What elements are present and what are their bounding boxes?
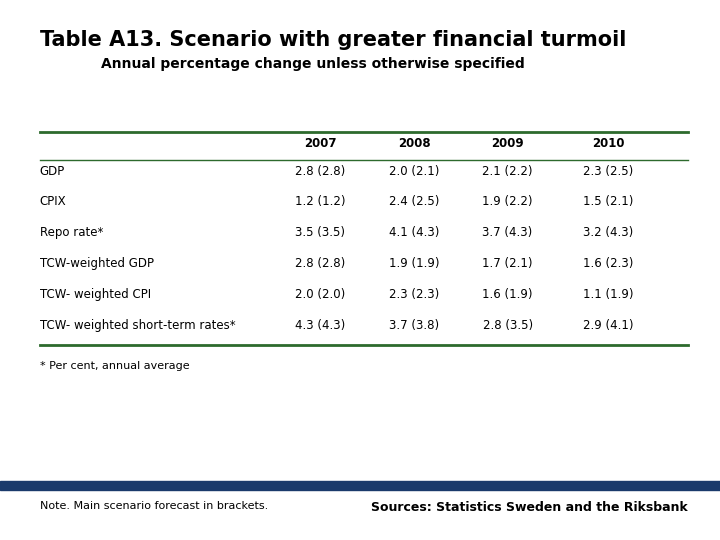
Text: 2.0 (2.1): 2.0 (2.1): [389, 165, 439, 178]
Text: Table A13. Scenario with greater financial turmoil: Table A13. Scenario with greater financi…: [40, 30, 626, 50]
Text: 2.0 (2.0): 2.0 (2.0): [295, 288, 346, 301]
Text: 2010: 2010: [592, 137, 625, 150]
Text: 2.8 (2.8): 2.8 (2.8): [295, 257, 346, 270]
Text: 2.3 (2.3): 2.3 (2.3): [389, 288, 439, 301]
Text: * Per cent, annual average: * Per cent, annual average: [40, 361, 189, 372]
Text: 4.3 (4.3): 4.3 (4.3): [295, 319, 346, 332]
Text: 1.2 (1.2): 1.2 (1.2): [295, 195, 346, 208]
Text: 2.9 (4.1): 2.9 (4.1): [583, 319, 634, 332]
Text: 2.8 (2.8): 2.8 (2.8): [295, 165, 346, 178]
Text: 2.4 (2.5): 2.4 (2.5): [389, 195, 439, 208]
Text: 1.1 (1.9): 1.1 (1.9): [583, 288, 634, 301]
Text: SVERIGES
RIKSBANK: SVERIGES RIKSBANK: [647, 70, 686, 83]
Text: 2.3 (2.5): 2.3 (2.5): [583, 165, 634, 178]
Text: Note. Main scenario forecast in brackets.: Note. Main scenario forecast in brackets…: [40, 501, 268, 511]
Text: 1.9 (1.9): 1.9 (1.9): [389, 257, 439, 270]
Text: 3.7 (3.8): 3.7 (3.8): [389, 319, 439, 332]
Text: 2009: 2009: [491, 137, 524, 150]
Text: 4.1 (4.3): 4.1 (4.3): [389, 226, 439, 239]
Text: TCW-weighted GDP: TCW-weighted GDP: [40, 257, 153, 270]
Text: 1.6 (2.3): 1.6 (2.3): [583, 257, 634, 270]
Text: 1.9 (2.2): 1.9 (2.2): [482, 195, 533, 208]
Text: 2007: 2007: [304, 137, 337, 150]
Text: TCW- weighted CPI: TCW- weighted CPI: [40, 288, 150, 301]
Text: TCW- weighted short-term rates*: TCW- weighted short-term rates*: [40, 319, 235, 332]
Text: GDP: GDP: [40, 165, 65, 178]
Text: 2.1 (2.2): 2.1 (2.2): [482, 165, 533, 178]
Bar: [0, 481, 720, 490]
Text: 3.5 (3.5): 3.5 (3.5): [295, 226, 346, 239]
Text: Annual percentage change unless otherwise specified: Annual percentage change unless otherwis…: [101, 57, 525, 71]
Text: 1.7 (2.1): 1.7 (2.1): [482, 257, 533, 270]
Text: 3.2 (4.3): 3.2 (4.3): [583, 226, 634, 239]
Text: Repo rate*: Repo rate*: [40, 226, 103, 239]
Text: CPIX: CPIX: [40, 195, 66, 208]
Text: 1.6 (1.9): 1.6 (1.9): [482, 288, 533, 301]
Text: 3.7 (4.3): 3.7 (4.3): [482, 226, 533, 239]
Text: 2008: 2008: [397, 137, 431, 150]
Text: 1.5 (2.1): 1.5 (2.1): [583, 195, 634, 208]
Text: 2.8 (3.5): 2.8 (3.5): [482, 319, 533, 332]
Text: Sources: Statistics Sweden and the Riksbank: Sources: Statistics Sweden and the Riksb…: [371, 501, 688, 514]
